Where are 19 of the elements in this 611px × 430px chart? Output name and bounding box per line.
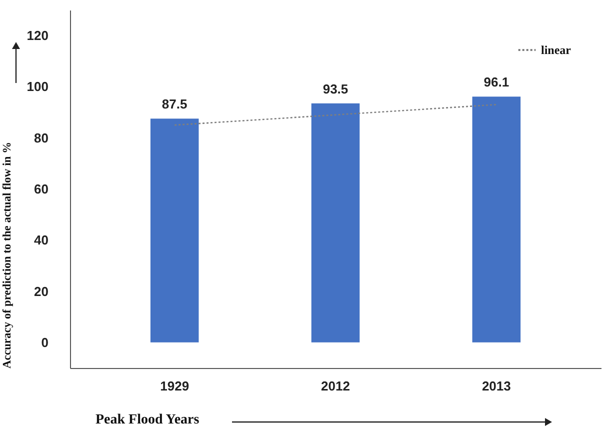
data-label: 93.5 — [322, 81, 348, 96]
y-tick-label: 20 — [34, 284, 48, 299]
y-tick-label: 120 — [26, 28, 48, 44]
y-tick-label: 40 — [34, 232, 48, 248]
bar — [150, 118, 199, 342]
x-tick-label: 2013 — [482, 378, 511, 394]
y-tick-label: 60 — [34, 182, 48, 196]
x-axis-title: Peak Flood Years — [96, 412, 200, 428]
x-tick-label: 2012 — [321, 378, 350, 394]
data-label: 87.5 — [162, 96, 188, 112]
bar — [311, 103, 360, 342]
y-axis-title: Accuracy of prediction to the actual flow in % — [2, 142, 14, 368]
x-tick-label: 1929 — [160, 378, 190, 394]
y-tick-label: 100 — [26, 79, 48, 94]
y-tick-label: 80 — [34, 130, 48, 146]
bar — [472, 96, 521, 342]
y-tick-label: 0 — [41, 334, 48, 350]
data-label: 96.1 — [484, 74, 510, 90]
legend-label: linear — [541, 43, 572, 57]
